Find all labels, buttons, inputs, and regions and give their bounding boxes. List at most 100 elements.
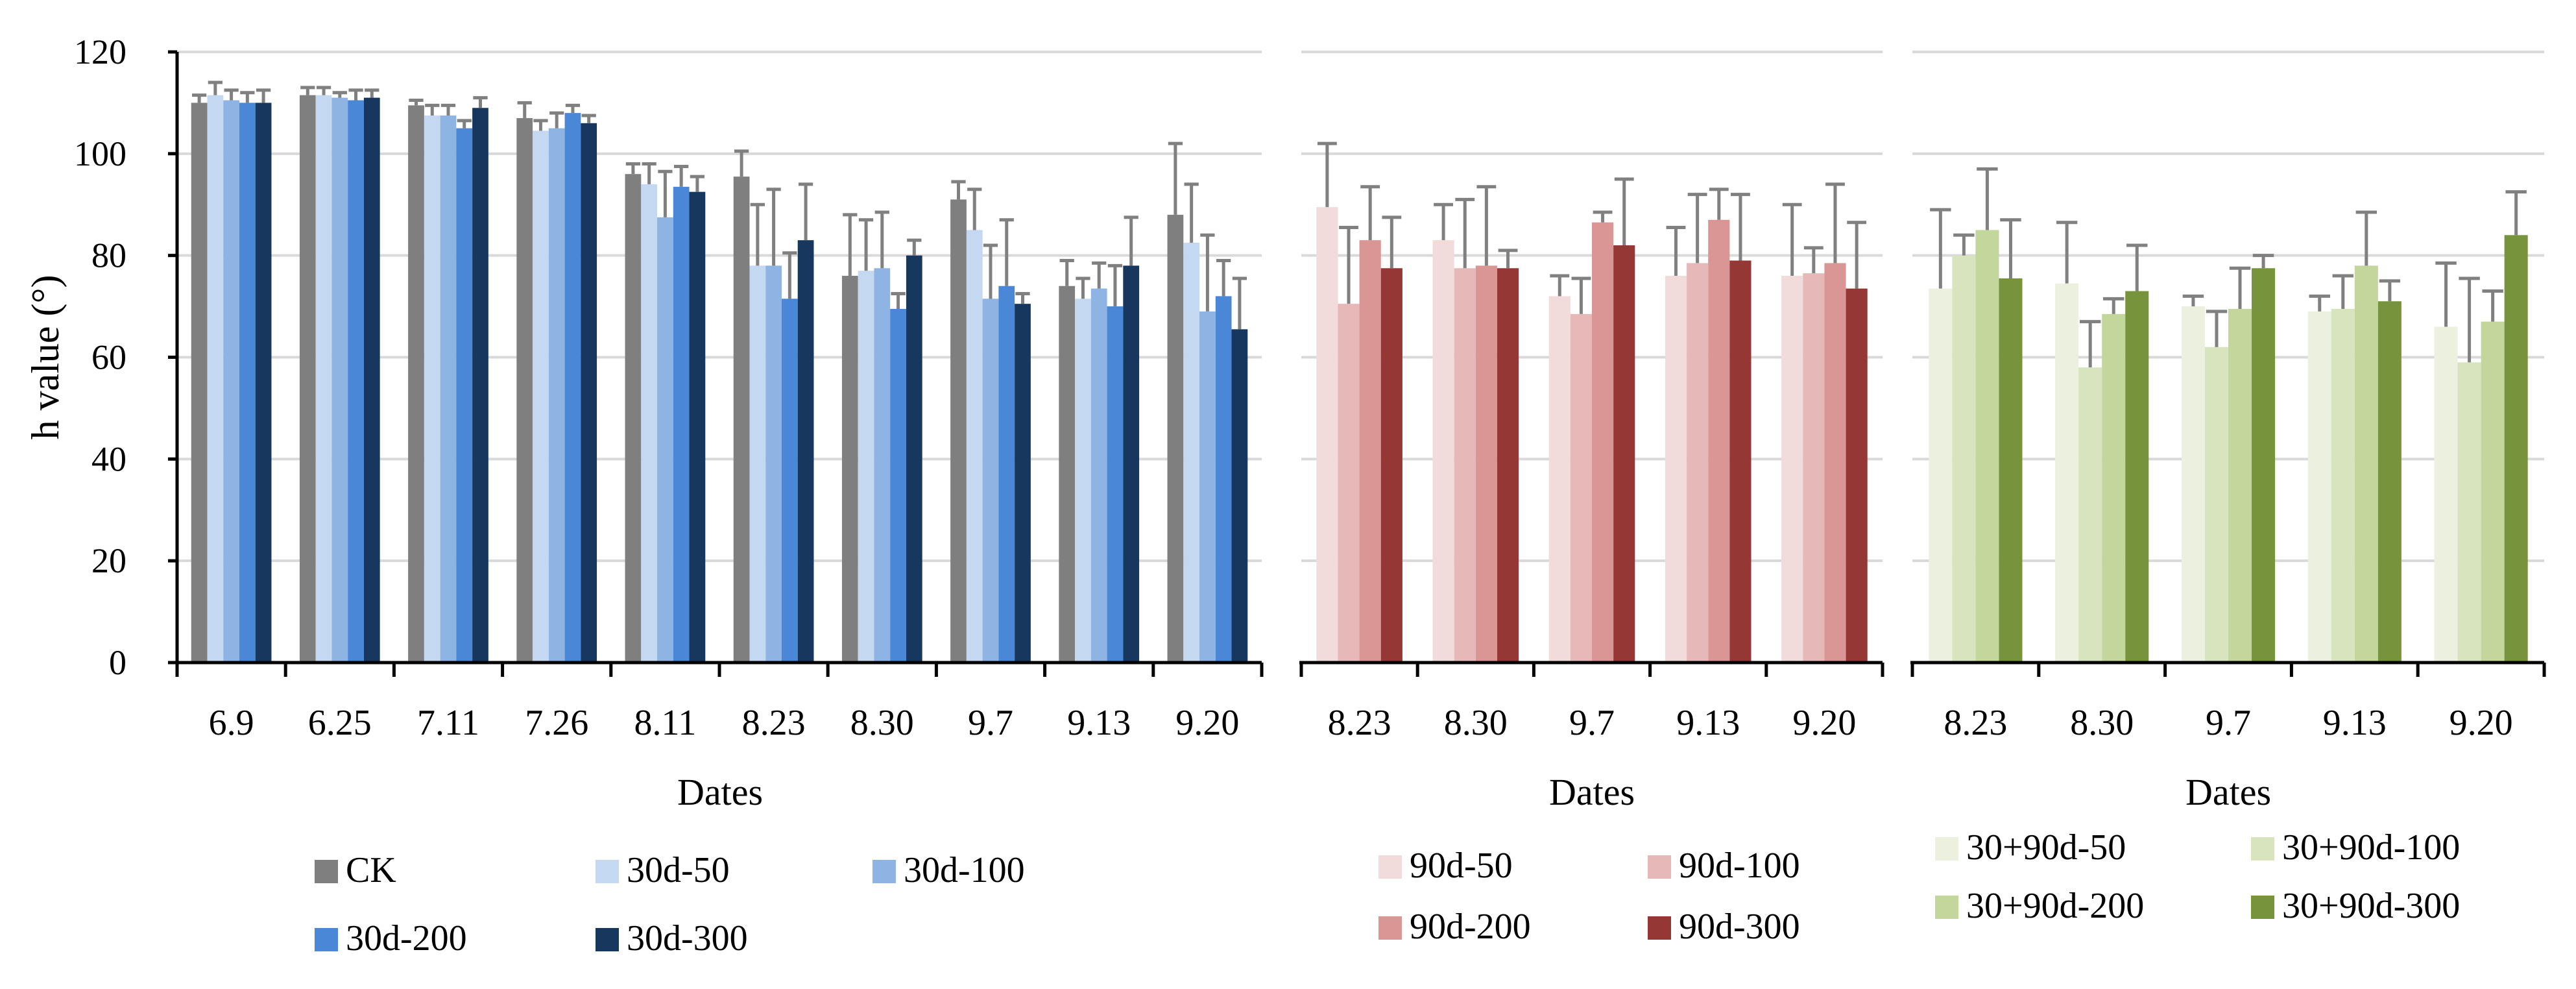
bar-90d-100-9.7 (1570, 313, 1592, 663)
bar-30d-300-8.23 (797, 240, 814, 663)
x-axis-label: Dates (1549, 771, 1635, 813)
bar-90d-50-8.30 (1432, 240, 1454, 663)
bar-30d-200-8.23 (781, 299, 798, 663)
bar-30d-50-8.11 (641, 184, 658, 663)
bar-30+90d-50-8.23 (1929, 288, 1953, 663)
legend-swatch-CK (315, 860, 338, 883)
x-tick-label: 7.11 (417, 703, 479, 743)
bar-90d-300-9.7 (1613, 245, 1635, 663)
bar-30+90d-50-8.30 (2055, 283, 2079, 663)
legend-swatch-90d-300 (1648, 916, 1671, 940)
x-tick-label: 8.30 (1444, 703, 1508, 743)
bar-30+90d-200-8.30 (2102, 313, 2126, 663)
bar-CK-8.23 (733, 177, 750, 663)
bar-90d-100-8.30 (1454, 268, 1476, 663)
chart-panel-2: 8.23 8.30 9.7 9.13 9.20 Dates 90d-50 90d-100 90d… (1299, 51, 1884, 947)
bar-CK-9.13 (1059, 286, 1076, 663)
bar-30+90d-50-9.20 (2434, 326, 2458, 663)
bar-30d-50-9.13 (1075, 299, 1091, 663)
bar-30+90d-100-9.13 (2331, 309, 2355, 663)
legend-label-90d-100: 90d-100 (1679, 846, 1800, 886)
bar-90d-200-8.23 (1359, 240, 1381, 663)
chart-panel-1: 6.9 6.25 7.11 7.26 8.11 8.23 8.30 9.7 9.13 9.20 Da… (168, 50, 1264, 958)
x-tick-label: 8.11 (634, 703, 696, 743)
bar-30d-200-6.25 (348, 100, 364, 663)
bar-CK-6.25 (299, 95, 316, 663)
legend-label-30+90d-100: 30+90d-100 (2282, 827, 2460, 868)
bar-90d-50-8.23 (1316, 207, 1338, 663)
legend-swatch-30+90d-50 (1935, 837, 1958, 861)
bar-CK-8.30 (841, 276, 858, 663)
x-tick-label: 9.7 (1569, 703, 1615, 743)
bar-30+90d-200-9.7 (2228, 309, 2252, 663)
bar-90d-200-8.30 (1475, 265, 1497, 663)
bar-30d-300-6.25 (363, 97, 380, 663)
bar-90d-200-9.20 (1824, 263, 1846, 663)
bar-30+90d-200-8.23 (1975, 230, 1999, 663)
legend-label-30+90d-200: 30+90d-200 (1966, 886, 2144, 926)
bar-30+90d-300-8.23 (1999, 278, 2023, 663)
bar-CK-9.20 (1167, 214, 1184, 663)
bar-90d-200-9.7 (1592, 222, 1614, 663)
y-tick-label: 40 (91, 439, 126, 478)
y-tick-label: 60 (91, 338, 126, 377)
bar-30d-50-9.20 (1183, 243, 1200, 663)
x-tick-label: 9.20 (2450, 703, 2513, 743)
bar-30+90d-200-9.13 (2354, 265, 2378, 663)
x-tick-label: 8.30 (850, 703, 914, 743)
bar-90d-300-8.23 (1380, 268, 1402, 663)
legend-label-90d-300: 90d-300 (1679, 907, 1800, 947)
legend-swatch-30d-100 (873, 860, 896, 883)
bar-30d-200-7.11 (456, 128, 473, 663)
y-tick-label: 0 (109, 643, 126, 682)
y-tick-label: 120 (74, 32, 126, 71)
bar-CK-9.7 (950, 199, 967, 663)
y-tick-label: 80 (91, 236, 126, 275)
bar-30d-200-7.26 (564, 113, 581, 663)
bar-30d-300-8.30 (906, 255, 922, 663)
legend-label-30+90d-300: 30+90d-300 (2282, 886, 2460, 926)
legend-swatch-30+90d-100 (2251, 837, 2274, 861)
bar-90d-100-8.23 (1338, 304, 1360, 663)
bar-90d-200-9.13 (1708, 219, 1730, 663)
bar-30d-50-6.9 (207, 95, 224, 663)
legend-label-30d-50: 30d-50 (627, 850, 730, 890)
bar-90d-100-9.20 (1803, 273, 1825, 663)
x-tick-label: 9.20 (1792, 703, 1856, 743)
bar-30d-300-9.13 (1123, 265, 1140, 663)
bar-30d-300-7.11 (472, 108, 488, 663)
bar-30+90d-300-8.30 (2125, 291, 2149, 663)
legend-swatch-30+90d-200 (1935, 896, 1958, 919)
bar-30+90d-300-9.20 (2504, 235, 2528, 663)
x-tick-label: 9.20 (1175, 703, 1239, 743)
legend-swatch-30d-50 (596, 860, 619, 883)
bar-90d-50-9.20 (1781, 276, 1803, 663)
legend-swatch-90d-50 (1378, 855, 1402, 879)
bar-30d-300-9.20 (1231, 329, 1248, 663)
x-tick-label: 8.23 (1328, 703, 1391, 743)
bar-30+90d-100-9.7 (2204, 347, 2228, 663)
x-tick-label: 9.7 (968, 703, 1013, 743)
bar-30d-50-7.11 (424, 116, 440, 663)
bar-30d-300-6.9 (255, 103, 272, 663)
legend-label-30d-300: 30d-300 (627, 918, 748, 958)
bar-30d-50-6.25 (315, 95, 332, 663)
bar-30d-50-8.23 (749, 265, 766, 663)
bar-90d-100-9.13 (1687, 263, 1709, 663)
bar-30d-300-9.7 (1015, 304, 1031, 663)
bar-30d-100-6.25 (331, 97, 348, 663)
x-axis-label: Dates (677, 771, 763, 813)
bar-30d-100-8.11 (657, 217, 673, 663)
bar-30+90d-300-9.13 (2377, 301, 2401, 663)
bar-30d-200-8.11 (673, 186, 690, 663)
bar-30d-100-9.13 (1090, 288, 1107, 663)
bar-30+90d-100-9.20 (2457, 362, 2481, 663)
bar-90d-300-8.30 (1497, 268, 1519, 663)
x-tick-label: 8.30 (2070, 703, 2134, 743)
x-tick-label: 6.25 (308, 703, 372, 743)
bar-CK-8.11 (625, 174, 642, 663)
bar-30+90d-300-9.7 (2252, 268, 2276, 663)
bar-30+90d-100-8.30 (2078, 367, 2102, 663)
legend-label-90d-50: 90d-50 (1410, 846, 1513, 886)
